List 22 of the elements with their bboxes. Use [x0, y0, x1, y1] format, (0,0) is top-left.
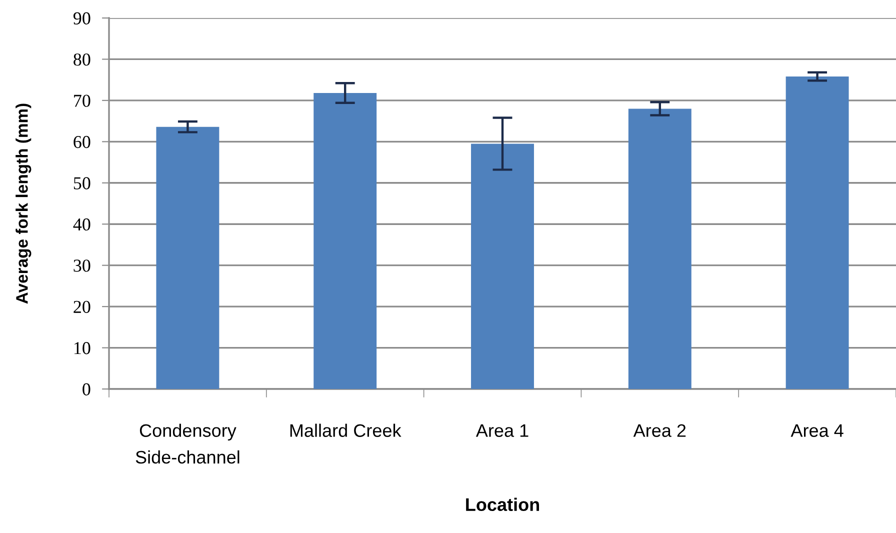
- x-tick-label: Mallard Creek: [290, 424, 402, 437]
- y-tick-label: 30: [74, 260, 90, 272]
- bar: [628, 108, 692, 389]
- bar: [786, 76, 849, 389]
- x-axis-title: Location: [466, 498, 539, 512]
- x-tick-label: Area 2: [633, 424, 686, 437]
- y-tick-label: 20: [74, 300, 90, 313]
- x-tick-label: Area 1: [476, 424, 528, 437]
- y-tick-label: 80: [74, 53, 90, 66]
- bar: [314, 93, 377, 389]
- y-tick-label: 90: [73, 12, 90, 24]
- y-tick-label: 50: [74, 177, 90, 190]
- y-tick-label: 10: [74, 342, 90, 354]
- y-axis-title: Average fork length (mm): [16, 104, 32, 304]
- y-tick-label: 40: [73, 218, 90, 231]
- y-tick-label: 0: [82, 383, 90, 396]
- y-tick-label: 60: [74, 136, 90, 148]
- bar: [156, 126, 220, 389]
- y-tick-label: 70: [74, 94, 90, 107]
- bar: [471, 144, 534, 389]
- x-tick-label: Condensory Side-channel: [136, 424, 240, 464]
- x-tick-label: Area 4: [790, 424, 844, 437]
